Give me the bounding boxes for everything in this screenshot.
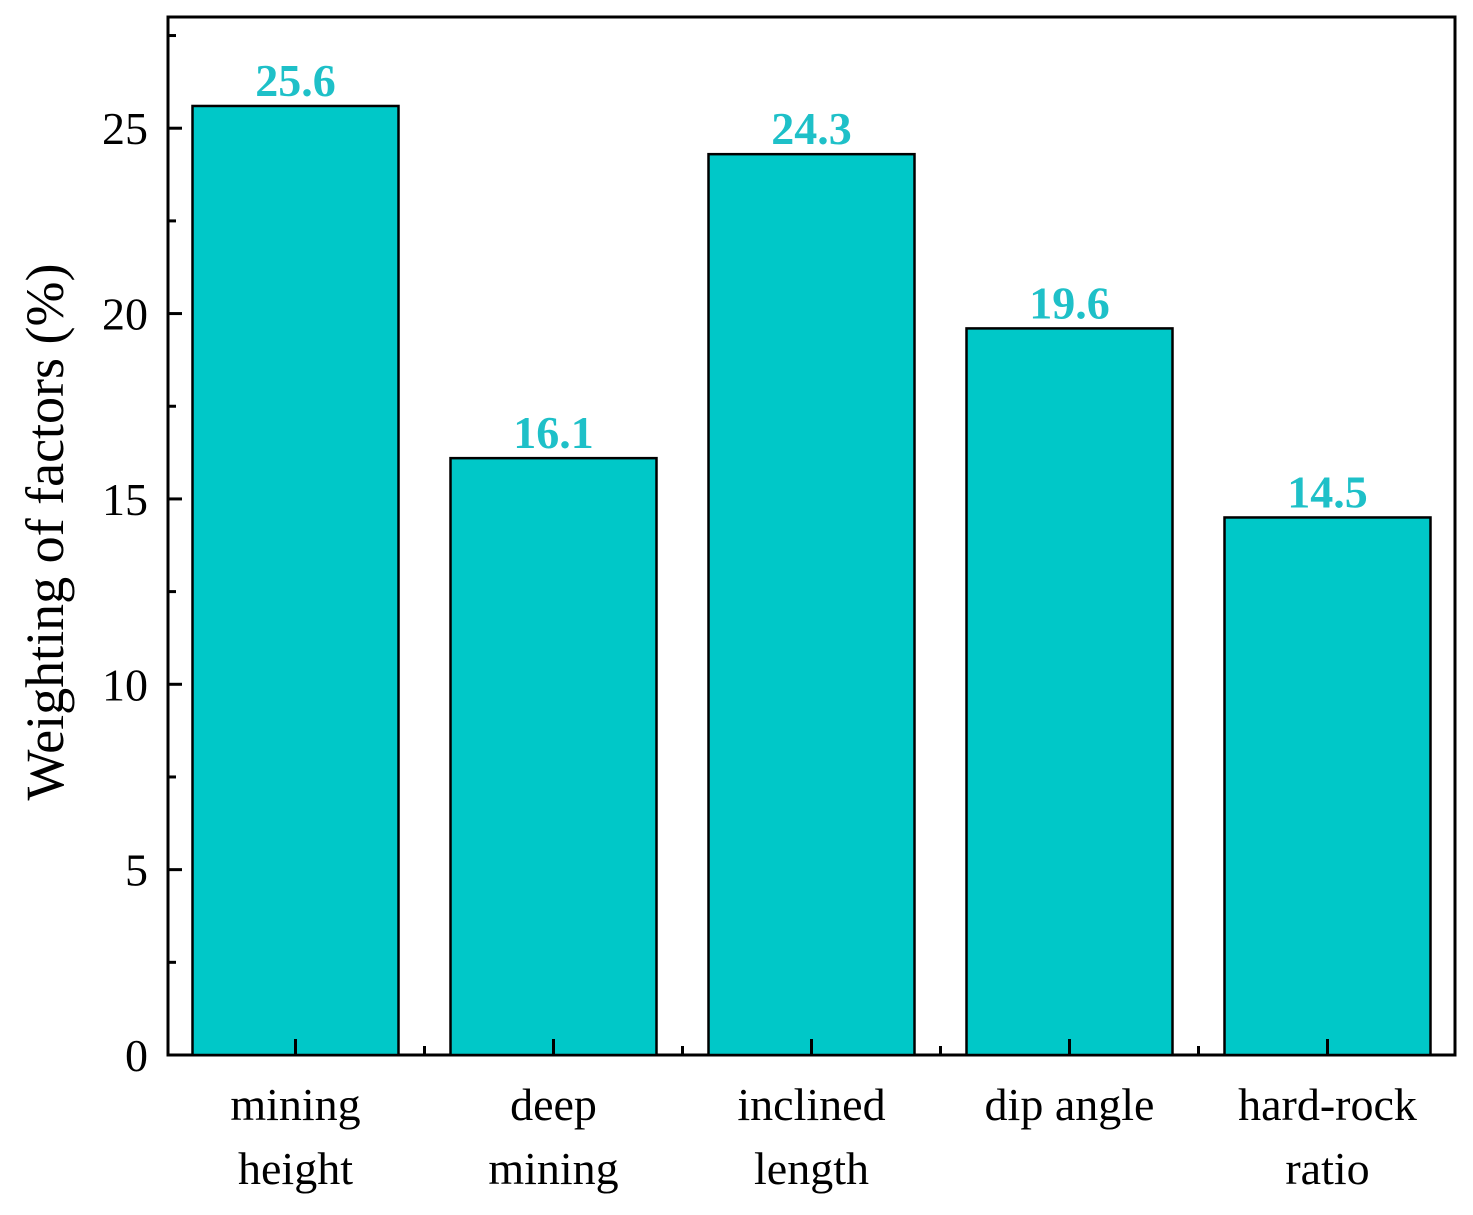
x-category-label: hard-rock ratio: [1238, 1079, 1417, 1194]
bars-group: 25.6 16.1 24.3 19.6 14.5: [191, 55, 1432, 1057]
y-axis-title: Weighting of factors (%): [15, 264, 75, 801]
bar: [965, 327, 1174, 1057]
x-category-label: inclined length: [737, 1079, 885, 1194]
bar: [191, 104, 400, 1057]
bar-value-label: 16.1: [513, 407, 594, 458]
bar-value-label: 25.6: [255, 55, 336, 106]
y-axis-ticks: 0 5 10 15 20 25: [102, 34, 182, 1081]
bar-value-label: 24.3: [771, 103, 852, 154]
bar-value-label: 14.5: [1287, 466, 1368, 517]
y-tick-label: 20: [102, 289, 148, 340]
y-tick-label: 0: [125, 1030, 148, 1081]
bar: [707, 152, 916, 1057]
y-tick-label: 25: [102, 103, 148, 154]
x-category-label: mining height: [230, 1079, 360, 1194]
y-tick-label: 10: [102, 659, 148, 710]
y-tick-label: 15: [102, 474, 148, 525]
bar: [449, 456, 658, 1057]
x-category-label: dip angle: [985, 1079, 1155, 1130]
bar-value-label: 19.6: [1029, 277, 1110, 328]
x-axis-ticks: mining height deep mining inclined length dip …: [230, 1039, 1417, 1194]
x-category-label: deep mining: [488, 1079, 618, 1194]
bar: [1223, 516, 1432, 1057]
y-tick-label: 5: [125, 845, 148, 896]
